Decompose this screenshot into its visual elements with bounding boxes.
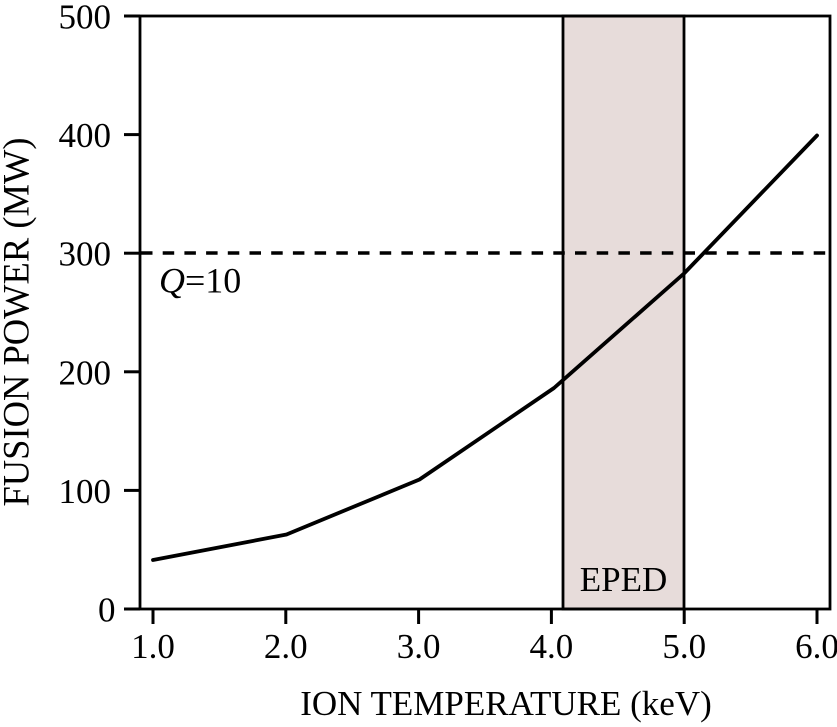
svg-text:6.0: 6.0	[795, 627, 837, 666]
svg-text:2.0: 2.0	[264, 627, 308, 666]
svg-text:200: 200	[59, 353, 112, 392]
svg-text:300: 300	[59, 235, 112, 274]
svg-text:3.0: 3.0	[397, 627, 441, 666]
svg-text:100: 100	[59, 472, 112, 511]
svg-text:5.0: 5.0	[662, 627, 706, 666]
svg-text:4.0: 4.0	[530, 627, 574, 666]
svg-text:ION TEMPERATURE (keV): ION TEMPERATURE (keV)	[300, 684, 712, 723]
svg-text:1.0: 1.0	[131, 627, 175, 666]
svg-text:0: 0	[98, 591, 116, 630]
svg-text:FUSION POWER (MW): FUSION POWER (MW)	[0, 137, 37, 506]
svg-text:500: 500	[59, 0, 112, 37]
svg-text:Q=10: Q=10	[159, 261, 241, 301]
svg-text:EPED: EPED	[580, 560, 668, 599]
svg-text:400: 400	[59, 116, 112, 155]
